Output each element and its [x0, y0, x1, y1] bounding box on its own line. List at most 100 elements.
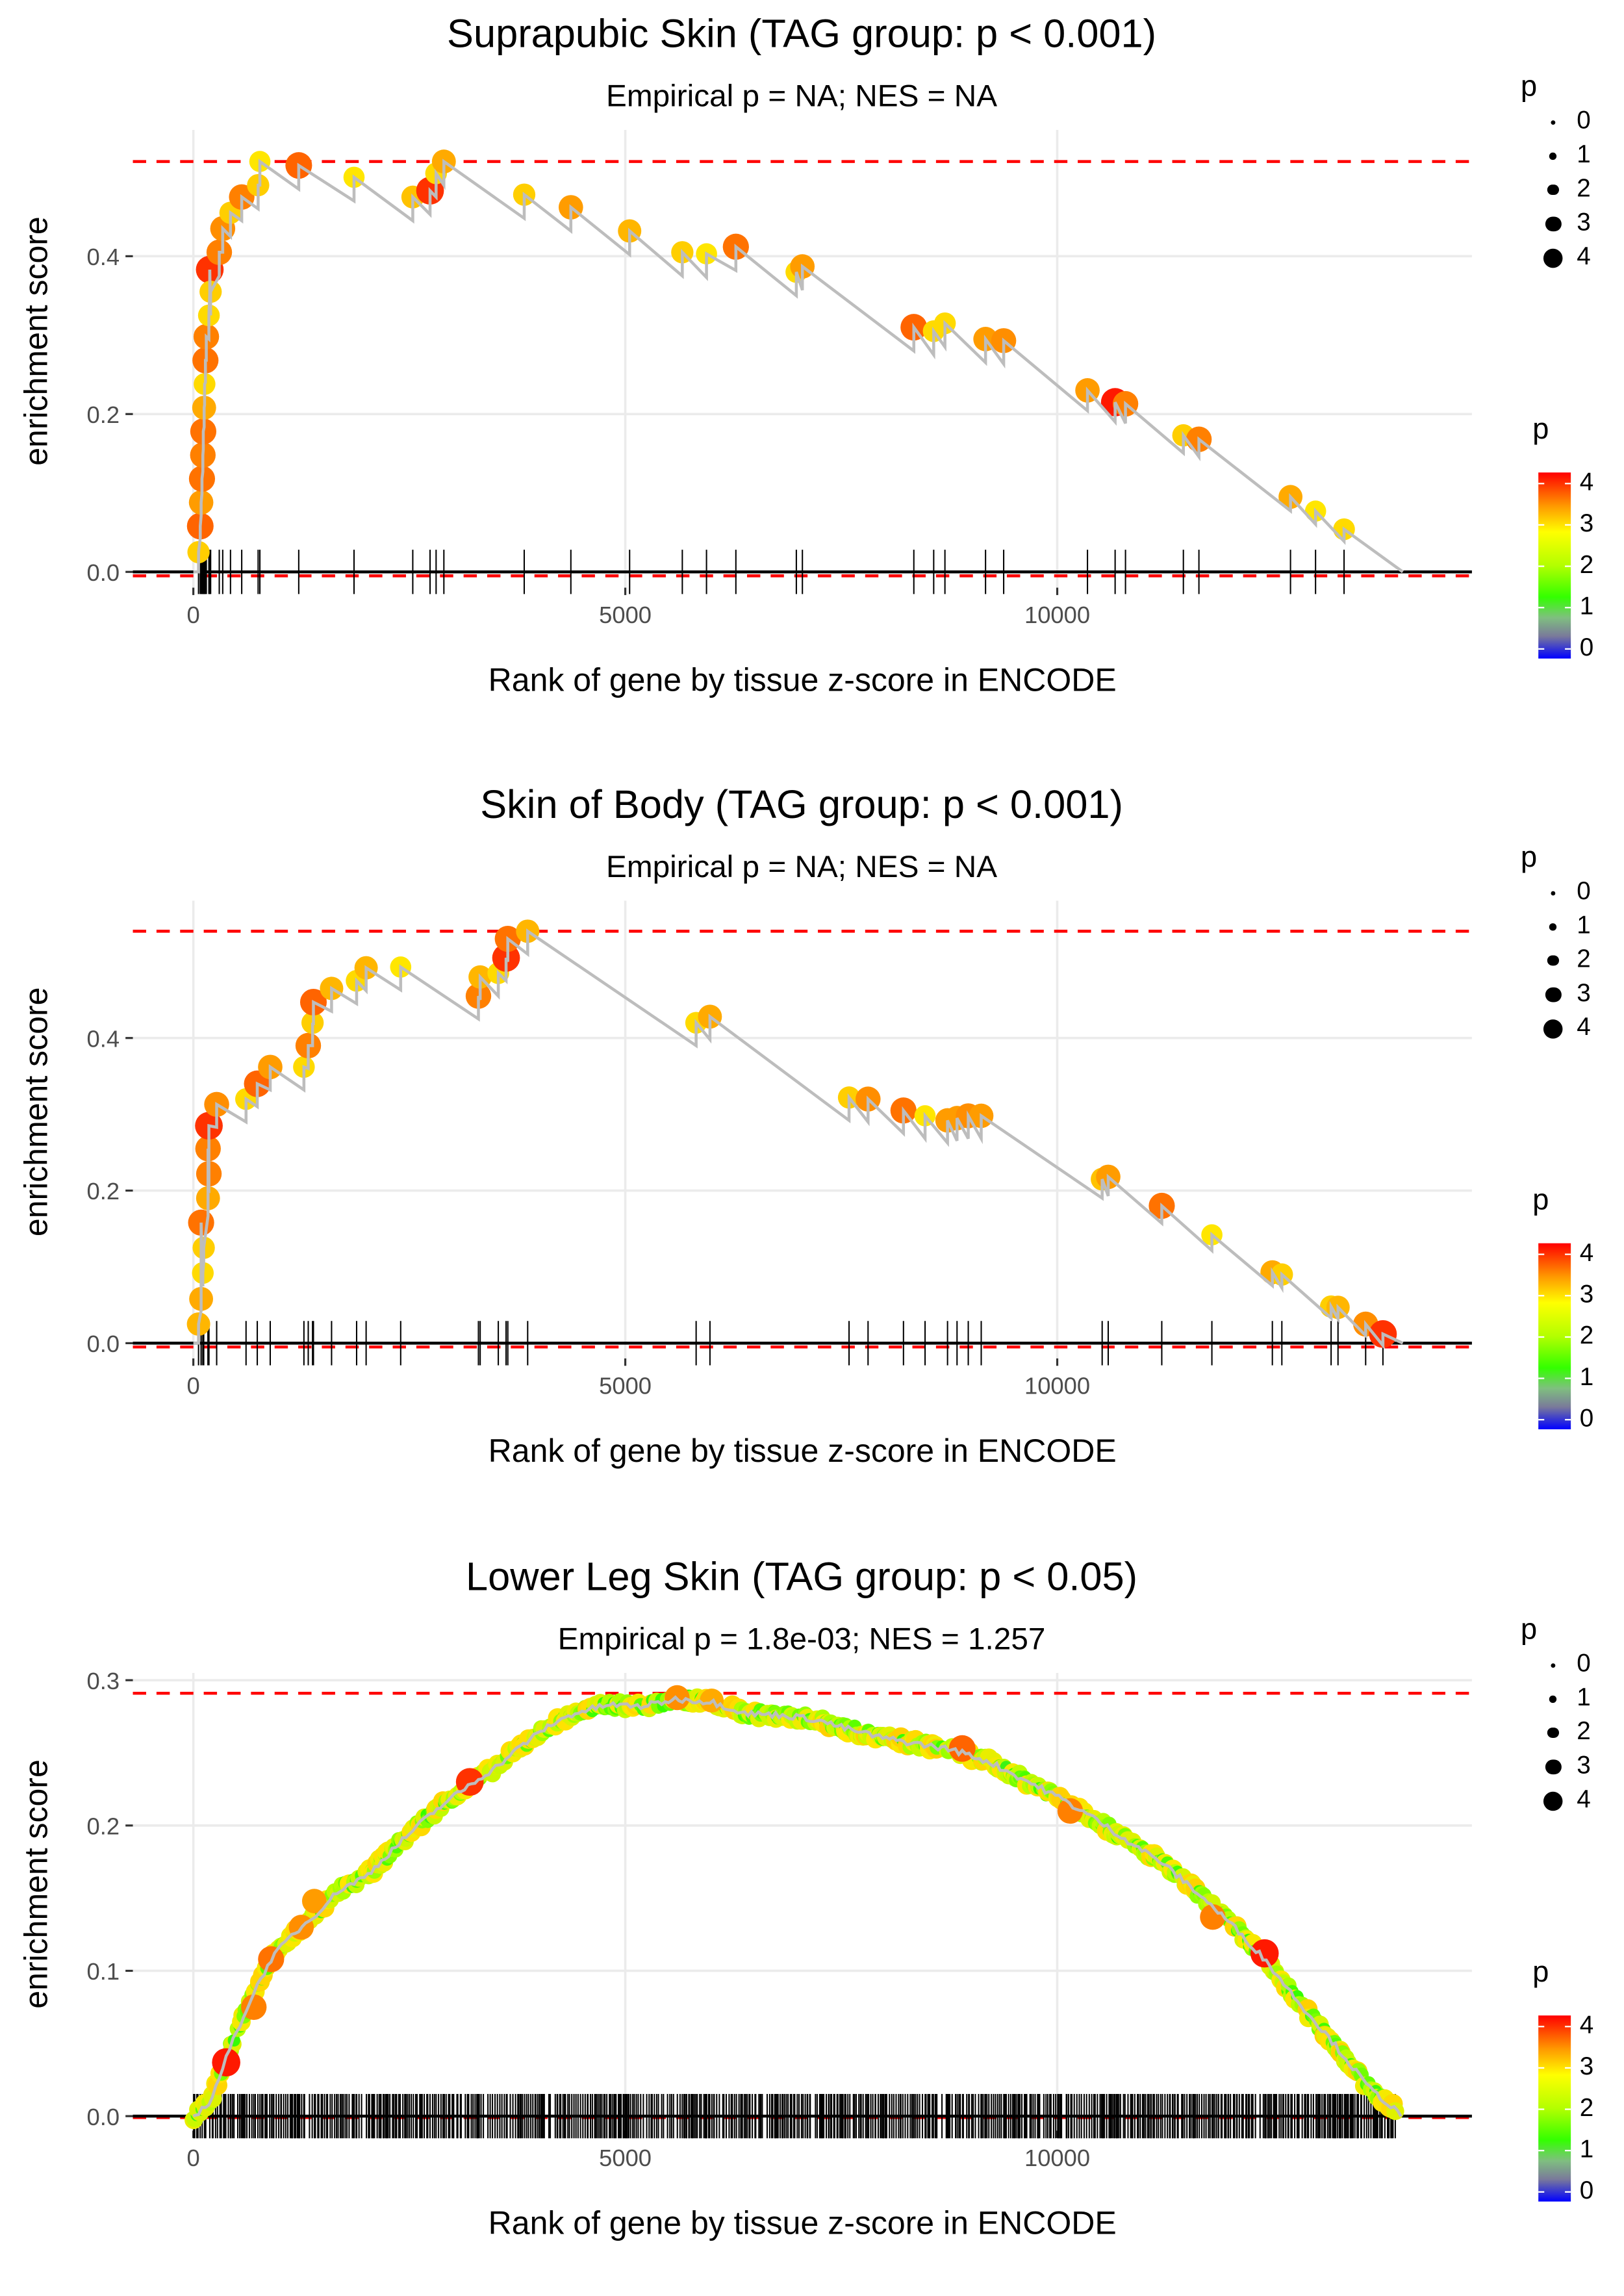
size-legend-label: 3	[1577, 978, 1591, 1007]
size-legend-label: 1	[1577, 1683, 1591, 1712]
plot-area: 0.0 0.2 0.4 0 5000 10000	[87, 129, 1472, 628]
size-legend-item: 3	[1521, 207, 1624, 240]
size-legend-label: 1	[1577, 911, 1591, 939]
panel-skin-of-body: Skin of Body (TAG group: p < 0.001) Empi…	[0, 771, 1624, 1524]
color-bar-label: 3	[1579, 1280, 1594, 1308]
chart-subtitle: Empirical p = NA; NES = NA	[606, 79, 998, 114]
size-legend-label: 4	[1577, 242, 1591, 270]
size-legend-dot	[1551, 890, 1556, 895]
chart-subtitle: Empirical p = NA; NES = NA	[606, 850, 998, 885]
color-bar-tick	[1538, 524, 1571, 526]
x-tick-label: 10000	[1024, 2145, 1090, 2171]
axes: 0.0 0.2 0.4 0 5000 10000	[87, 244, 1091, 628]
color-bar-tick	[1538, 2067, 1571, 2069]
size-legend-item: 2	[1521, 943, 1624, 977]
hit-points	[186, 919, 1397, 1348]
size-legend-item: 4	[1521, 1783, 1624, 1817]
color-bar-tick	[1538, 2150, 1571, 2152]
color-bar-label: 3	[1579, 509, 1594, 538]
x-tick-label: 5000	[599, 1372, 652, 1399]
gridlines	[133, 900, 1472, 1358]
size-legend-dot	[1545, 986, 1561, 1002]
running-sum-line	[192, 1695, 1402, 2118]
color-bar-label: 4	[1579, 468, 1594, 496]
hit-point-highlight	[1057, 1798, 1084, 1824]
color-legend-title: p	[1532, 1184, 1549, 1217]
color-bar-label: 0	[1579, 2176, 1594, 2205]
axes: 0.0 0.2 0.4 0 5000 10000	[87, 1025, 1091, 1399]
size-legend-item: 3	[1521, 1750, 1624, 1783]
size-legend-item: 1	[1521, 1682, 1624, 1716]
size-legend-dot	[1543, 1791, 1563, 1811]
x-tick-label: 10000	[1024, 602, 1090, 628]
running-sum-line	[193, 928, 1404, 1350]
size-legend-item: 1	[1521, 139, 1624, 173]
size-legend-item: 2	[1521, 1716, 1624, 1750]
color-bar-tick	[1538, 483, 1571, 485]
size-legend-label: 0	[1577, 1649, 1591, 1677]
size-legend-dot	[1551, 120, 1556, 124]
size-legend-dot	[1547, 183, 1559, 196]
y-tick-label: 0.2	[87, 1813, 120, 1839]
color-bar-tick	[1538, 1336, 1571, 1338]
color-bar-label: 3	[1579, 2052, 1594, 2081]
size-legend: p 0 1 2 3 4	[1521, 841, 1624, 1045]
y-axis-label: enrichment score	[18, 216, 55, 466]
size-legend-label: 0	[1577, 876, 1591, 906]
x-tick-label: 0	[187, 2145, 200, 2171]
color-bar-tick	[1538, 2026, 1571, 2028]
size-legend-item: 4	[1521, 1012, 1624, 1045]
x-tick-label: 0	[187, 602, 200, 628]
color-bar-label: 1	[1579, 592, 1594, 620]
size-legend-label: 0	[1577, 106, 1591, 134]
size-legend-item: 1	[1521, 910, 1624, 943]
running-sum-line	[193, 159, 1404, 574]
x-tick-label: 10000	[1024, 1372, 1090, 1399]
y-tick-label: 0.0	[87, 2104, 120, 2130]
y-tick-label: 0.2	[87, 1178, 120, 1205]
size-legend-dot	[1545, 216, 1561, 232]
size-legend: p 0 1 2 3 4	[1521, 71, 1624, 275]
size-legend-item: 3	[1521, 978, 1624, 1012]
hit-point-highlight	[212, 2048, 240, 2077]
y-axis-label: enrichment score	[18, 987, 55, 1237]
hit-ticks	[193, 2094, 1396, 2139]
color-bar	[1538, 2015, 1571, 2202]
hit-point-highlight	[1250, 1939, 1279, 1968]
size-legend-dot	[1545, 1759, 1561, 1775]
x-tick-label: 0	[187, 1372, 200, 1399]
size-legend-dot	[1549, 1694, 1557, 1703]
plot-area: 0.0 0.2 0.4 0 5000 10000	[87, 900, 1472, 1399]
size-legend-dot	[1543, 248, 1563, 268]
panel-suprapubic-skin: Suprapubic Skin (TAG group: p < 0.001) E…	[0, 0, 1624, 753]
color-bar-label: 2	[1579, 550, 1594, 579]
color-bar-label: 4	[1579, 2011, 1594, 2039]
hit-points	[184, 1685, 1404, 2130]
color-bar-label: 0	[1579, 1404, 1594, 1433]
x-axis-label: Rank of gene by tissue z-score in ENCODE	[488, 1432, 1117, 1470]
x-axis-label: Rank of gene by tissue z-score in ENCODE	[488, 661, 1117, 698]
size-legend-label: 2	[1577, 1717, 1591, 1746]
hit-point-highlight	[455, 1768, 484, 1796]
hit-point-highlight	[241, 1994, 267, 2021]
color-bar-label: 1	[1579, 1362, 1594, 1391]
chart-subtitle: Empirical p = 1.8e-03; NES = 1.257	[557, 1622, 1046, 1657]
y-tick-label: 0.4	[87, 1025, 120, 1052]
color-legend-title: p	[1532, 413, 1549, 446]
color-bar-tick	[1538, 1377, 1571, 1379]
hit-point-highlight	[301, 1889, 327, 1913]
chart-title: Suprapubic Skin (TAG group: p < 0.001)	[447, 12, 1157, 57]
color-bar-tick	[1538, 607, 1571, 609]
color-bar-label: 1	[1579, 2135, 1594, 2163]
size-legend-label: 4	[1577, 1013, 1591, 1041]
color-bar-label: 2	[1579, 1321, 1594, 1350]
plot-area: 0.0 0.1 0.2 0.3 0 5000 10000	[87, 1668, 1472, 2171]
color-bar-tick	[1538, 1253, 1571, 1255]
size-legend-dot	[1551, 1663, 1556, 1667]
size-legend-dot	[1547, 1726, 1559, 1739]
y-tick-label: 0.1	[87, 1958, 120, 1985]
x-tick-label: 5000	[599, 2145, 652, 2171]
size-legend-label: 2	[1577, 174, 1591, 203]
size-legend-item: 0	[1521, 1648, 1624, 1681]
